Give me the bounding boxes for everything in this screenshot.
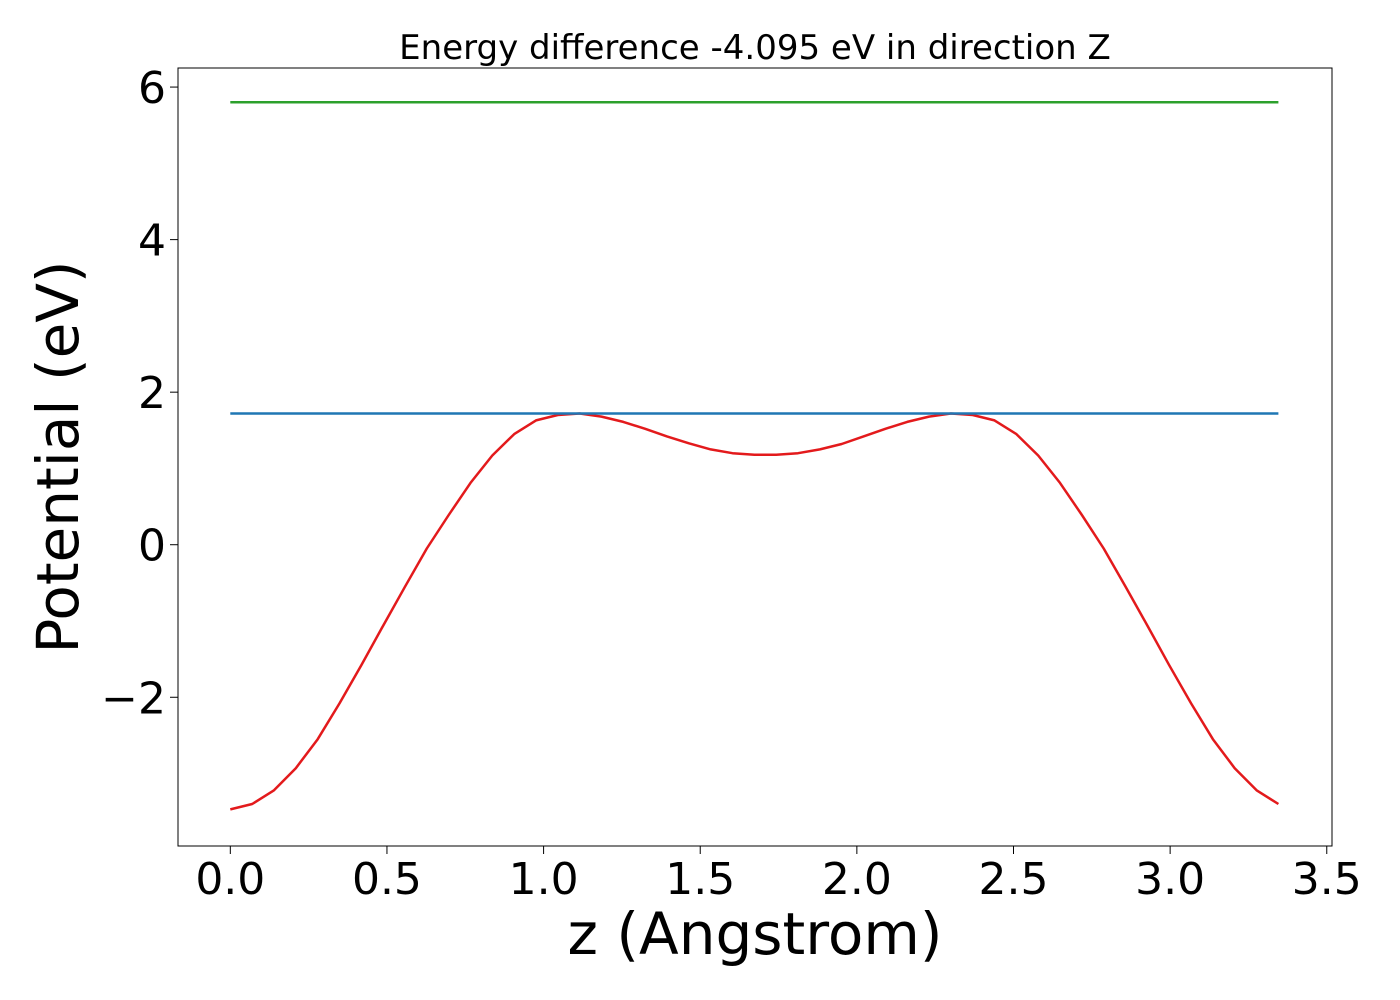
x-axis-label: z (Angstrom) <box>568 900 943 968</box>
x-tick-label: 3.0 <box>1135 854 1205 905</box>
series-layer <box>230 101 1280 811</box>
y-tick-label: 2 <box>138 368 166 419</box>
chart-title: Energy difference -4.095 eV in direction… <box>399 28 1111 68</box>
x-tick-label: 1.5 <box>665 854 735 905</box>
plot-frame <box>177 67 1333 847</box>
x-tick-label: 2.0 <box>822 854 892 905</box>
x-tick-label: 0.5 <box>352 854 422 905</box>
x-tick-label: 0.0 <box>195 854 265 905</box>
x-tick-label: 1.0 <box>509 854 579 905</box>
y-tick-label: 6 <box>138 63 166 114</box>
series-line-potential <box>230 412 1280 811</box>
x-tick-label: 2.5 <box>979 854 1049 905</box>
x-tick-label: 3.5 <box>1292 854 1362 905</box>
plot-area <box>177 67 1333 847</box>
x-axis: 0.0 0.5 1.0 1.5 2.0 2.5 3.0 3.5 <box>195 846 1362 905</box>
y-tick-label: 4 <box>138 216 166 267</box>
y-axis: −2 0 2 4 6 <box>101 63 178 724</box>
y-tick-label: 0 <box>138 521 166 572</box>
y-tick-label: −2 <box>101 673 166 724</box>
y-axis-label: Potential (eV) <box>24 260 92 653</box>
